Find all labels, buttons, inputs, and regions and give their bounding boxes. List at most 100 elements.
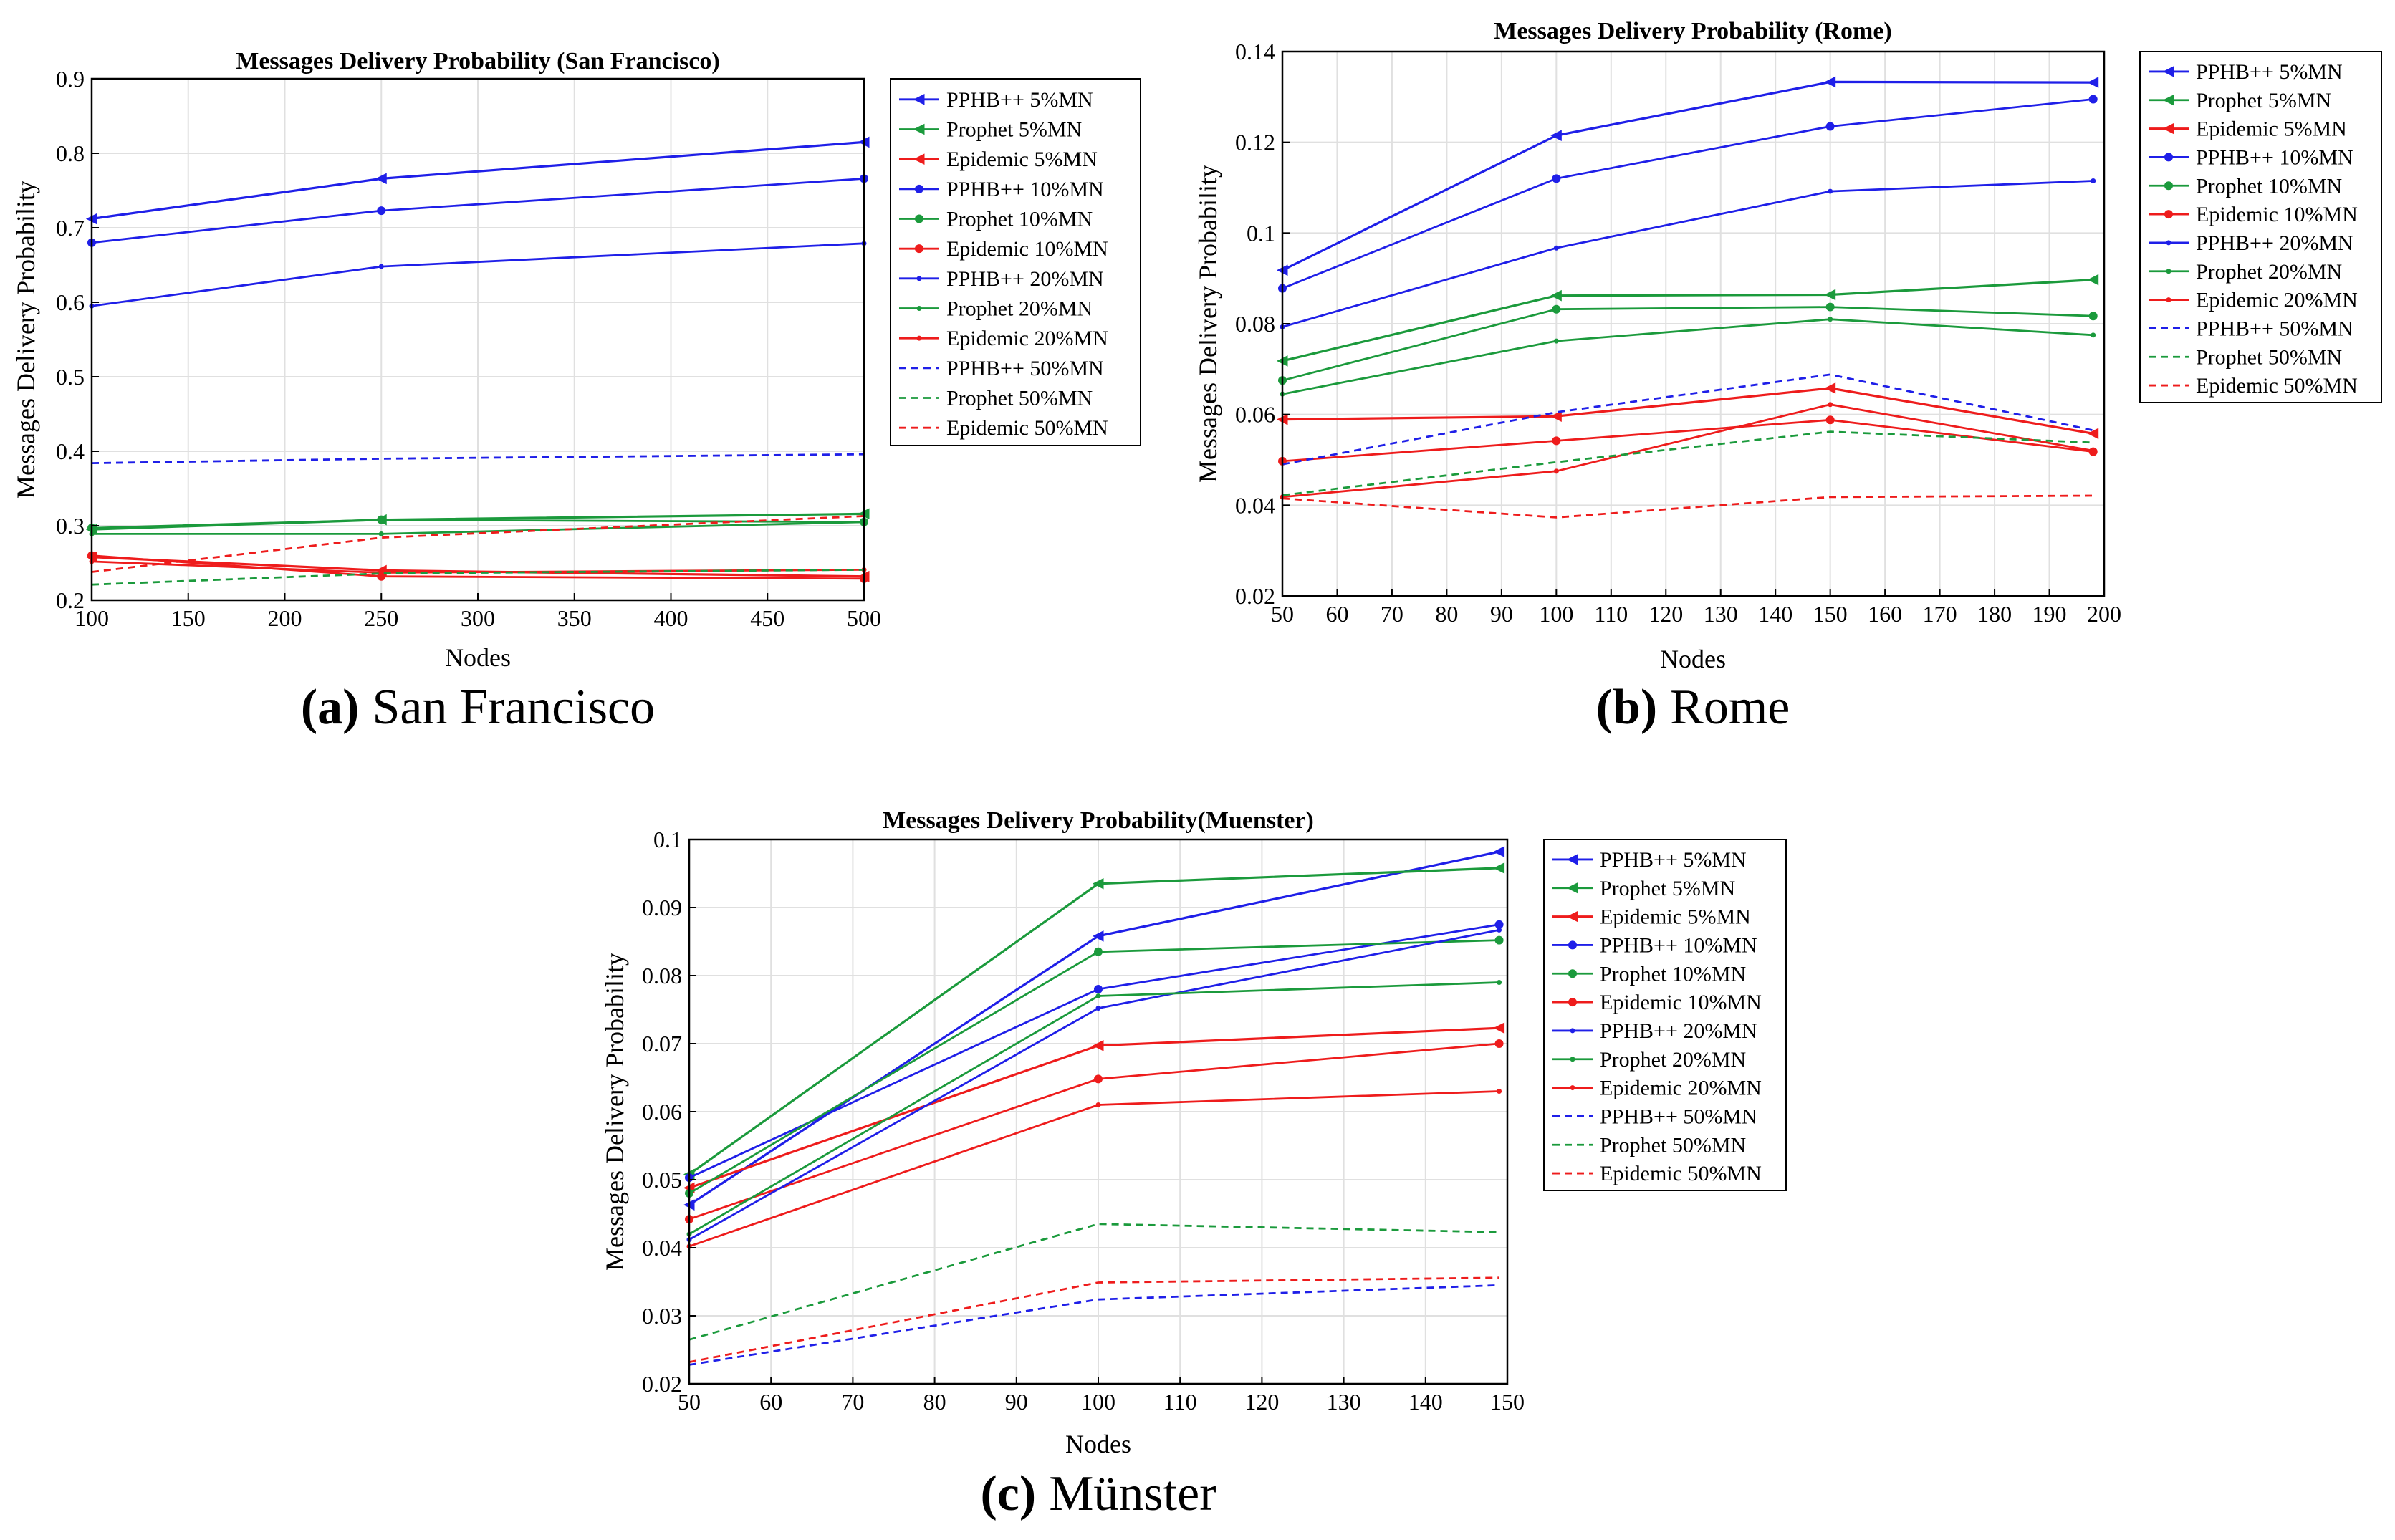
y-tick-label: 0.1	[1247, 220, 1275, 246]
data-point	[1095, 993, 1101, 998]
data-point	[1493, 862, 1505, 874]
data-point	[1094, 985, 1103, 993]
data-point	[1497, 927, 1502, 933]
legend-item: PPHB++ 5%MN	[2149, 60, 2343, 84]
y-tick-label: 0.3	[56, 513, 85, 539]
x-tick-label: 140	[1408, 1389, 1443, 1415]
series-line	[1282, 279, 2093, 362]
data-point	[1550, 410, 1562, 423]
legend-item: Epidemic 5%MN	[2149, 117, 2347, 141]
caption-text: Münster	[1049, 1466, 1216, 1521]
data-point	[2087, 77, 2099, 88]
data-point	[1095, 1102, 1101, 1107]
legend-item: Prophet 5%MN	[899, 118, 1082, 142]
series-prophet-10-mn	[1278, 302, 2098, 385]
legend-label: PPHB++ 20%MN	[1600, 1019, 1757, 1043]
chart-title: Messages Delivery Probability (Rome)	[1494, 18, 1892, 44]
data-point	[1552, 436, 1561, 446]
legend-marker	[2162, 66, 2174, 77]
legend-item: Prophet 5%MN	[2149, 89, 2331, 112]
data-point	[1493, 1022, 1505, 1034]
series-pphb-10-mn	[685, 920, 1504, 1183]
legend-marker	[1570, 1085, 1575, 1091]
data-point	[1828, 188, 1833, 194]
legend-marker	[916, 276, 922, 281]
data-point	[378, 570, 384, 576]
y-tick-label: 0.08	[1235, 311, 1275, 337]
series-line	[1282, 494, 2093, 519]
series-line	[1282, 306, 2093, 382]
legend-marker	[915, 244, 923, 254]
legend-item: Epidemic 20%MN	[899, 327, 1108, 350]
caption-letter: (a)	[301, 680, 360, 735]
x-tick-label: 130	[1704, 601, 1738, 627]
figure-caption: (c) Münster	[980, 1466, 1216, 1521]
legend-item: Epidemic 20%MN	[2149, 289, 2358, 312]
series-prophet-50-mn	[91, 569, 865, 586]
data-point	[1824, 289, 1836, 301]
x-tick-label: 60	[759, 1389, 782, 1415]
x-tick-label: 200	[268, 605, 302, 631]
legend-label: Epidemic 50%MN	[1600, 1162, 1762, 1185]
legend-item: Epidemic 5%MN	[1552, 905, 1751, 929]
data-point	[1824, 76, 1836, 88]
data-point	[1828, 402, 1833, 408]
legend-marker	[916, 335, 922, 341]
x-tick-label: 60	[1325, 601, 1348, 627]
y-tick-label: 0.05	[642, 1167, 682, 1193]
legend-marker	[913, 153, 925, 165]
x-axis-label: Nodes	[1065, 1430, 1131, 1458]
caption-letter: (c)	[980, 1466, 1036, 1521]
y-tick-label: 0.9	[56, 66, 85, 92]
data-point	[2091, 332, 2096, 338]
data-point	[1095, 1006, 1101, 1011]
data-point	[378, 264, 384, 269]
x-tick-label: 150	[1490, 1389, 1525, 1415]
series-epidemic-20-mn	[1280, 402, 2096, 500]
series-epidemic-50-mn	[1282, 494, 2093, 519]
y-tick-label: 0.02	[642, 1371, 682, 1397]
legend-label: PPHB++ 10%MN	[946, 178, 1104, 201]
x-tick-label: 100	[75, 605, 109, 631]
series-pphb-10-mn	[87, 174, 868, 247]
series-line	[91, 569, 865, 586]
y-tick-label: 0.06	[1235, 402, 1275, 428]
x-tick-label: 70	[841, 1389, 864, 1415]
data-point	[378, 531, 384, 536]
y-tick-label: 0.08	[642, 963, 682, 988]
y-tick-label: 0.7	[56, 215, 85, 241]
y-tick-label: 0.07	[642, 1031, 682, 1057]
y-tick-label: 0.04	[642, 1235, 682, 1261]
legend-item: PPHB++ 50%MN	[1552, 1105, 1757, 1128]
x-tick-label: 450	[750, 605, 784, 631]
series-prophet-5-mn	[1276, 274, 2099, 367]
legend-label: Prophet 10%MN	[1600, 962, 1746, 986]
legend-item: Epidemic 10%MN	[1552, 991, 1762, 1014]
data-point	[1553, 338, 1559, 344]
legend-label: Prophet 20%MN	[2196, 260, 2342, 284]
legend-marker	[2164, 210, 2173, 219]
data-point	[1825, 122, 1835, 131]
x-tick-label: 300	[461, 605, 495, 631]
legend-box	[1543, 839, 1787, 1191]
x-tick-label: 250	[364, 605, 398, 631]
legend-item: PPHB++ 20%MN	[899, 267, 1104, 291]
chart-panel-1: 100 150 200 250 300 350 400 450 500 0.2 0.3 0.4 0.5 0…	[11, 48, 1141, 735]
legend-item: PPHB++ 20%MN	[1552, 1019, 1757, 1043]
legend-item: Epidemic 10%MN	[2149, 203, 2358, 226]
y-tick-label: 0.03	[642, 1303, 682, 1329]
data-point	[2087, 428, 2099, 440]
legend-label: Epidemic 50%MN	[946, 416, 1108, 440]
data-point	[2088, 312, 2098, 321]
legend-item: PPHB++ 10%MN	[1552, 933, 1757, 957]
legend-item: PPHB++ 20%MN	[2149, 231, 2353, 255]
legend-item: Prophet 20%MN	[1552, 1048, 1746, 1072]
legend-item: Epidemic 20%MN	[1552, 1077, 1762, 1100]
legend-marker	[2166, 297, 2171, 303]
y-tick-label: 0.2	[56, 587, 85, 613]
figure-caption: (a) San Francisco	[301, 680, 655, 735]
x-tick-label: 140	[1758, 601, 1792, 627]
data-point	[1828, 317, 1833, 322]
series-line	[1282, 180, 2093, 328]
